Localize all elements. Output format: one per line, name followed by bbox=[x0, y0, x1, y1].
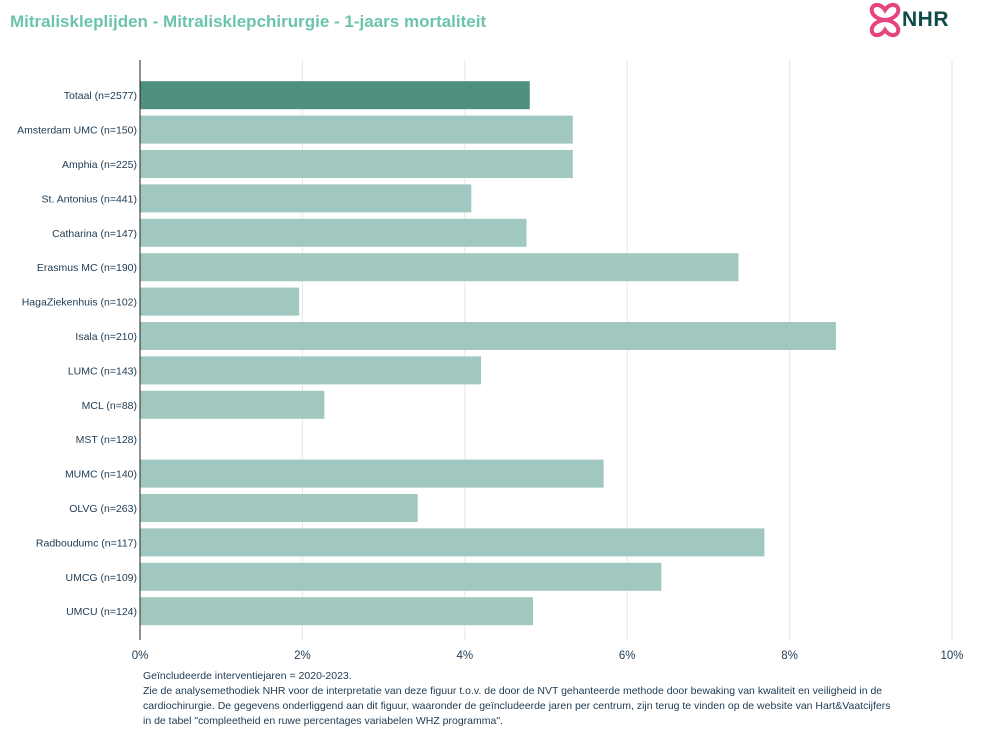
x-tick-label: 0% bbox=[132, 650, 149, 662]
category-label: MCL (n=88) bbox=[82, 400, 137, 412]
category-label: LUMC (n=143) bbox=[68, 365, 137, 377]
bar bbox=[140, 562, 662, 591]
chart-title: Mitraliskleplijden - Mitralisklepchirurg… bbox=[10, 12, 487, 31]
category-label: Erasmus MC (n=190) bbox=[37, 262, 137, 274]
logo-text: NHR bbox=[902, 8, 949, 31]
footnote: Geïncludeerde interventiejaren = 2020-20… bbox=[143, 669, 943, 729]
bar bbox=[140, 115, 573, 144]
bar bbox=[140, 356, 482, 385]
x-tick-label: 6% bbox=[619, 650, 636, 662]
category-label: UMCG (n=109) bbox=[66, 572, 137, 584]
category-label: UMCU (n=124) bbox=[66, 606, 137, 618]
category-label: Amsterdam UMC (n=150) bbox=[17, 125, 137, 137]
category-label: Amphia (n=225) bbox=[62, 159, 137, 171]
bar bbox=[140, 287, 300, 316]
category-label: MST (n=128) bbox=[76, 434, 137, 446]
nhr-logo: NHR bbox=[868, 2, 958, 38]
x-tick-label: 10% bbox=[940, 650, 963, 662]
category-label: OLVG (n=263) bbox=[69, 503, 137, 515]
bar bbox=[140, 184, 472, 213]
category-label: HagaZiekenhuis (n=102) bbox=[22, 297, 137, 309]
bar bbox=[140, 150, 573, 178]
category-label: Catharina (n=147) bbox=[52, 228, 137, 240]
category-label: St. Antonius (n=441) bbox=[42, 193, 137, 205]
bar-chart: Totaal (n=2577) Amsterdam UMC (n=150) Amph… bbox=[17, 60, 964, 662]
bar bbox=[140, 494, 418, 522]
bar bbox=[140, 81, 530, 110]
bar bbox=[140, 390, 325, 419]
footnote-line-3: cardiochirurgie. De gegevens onderliggen… bbox=[143, 700, 891, 712]
bar bbox=[140, 253, 739, 282]
bar bbox=[140, 218, 527, 247]
bar bbox=[140, 528, 765, 557]
bar bbox=[140, 322, 836, 350]
x-tick-label: 4% bbox=[456, 650, 473, 662]
bar bbox=[140, 597, 534, 626]
category-label: Totaal (n=2577) bbox=[64, 90, 137, 102]
x-tick-label: 8% bbox=[781, 650, 798, 662]
x-tick-label: 2% bbox=[294, 650, 311, 662]
bar bbox=[140, 459, 604, 488]
footnote-line-2: Zie de analysemethodiek NHR voor de inte… bbox=[143, 685, 883, 697]
category-label: MUMC (n=140) bbox=[65, 469, 137, 481]
footnote-line-4: in de tabel "compleetheid en ruwe percen… bbox=[143, 715, 503, 727]
category-label: Radboudumc (n=117) bbox=[36, 537, 137, 549]
footnote-line-1: Geïncludeerde interventiejaren = 2020-20… bbox=[143, 670, 352, 682]
category-label: Isala (n=210) bbox=[75, 331, 137, 343]
nhr-hearts-icon bbox=[869, 3, 901, 37]
